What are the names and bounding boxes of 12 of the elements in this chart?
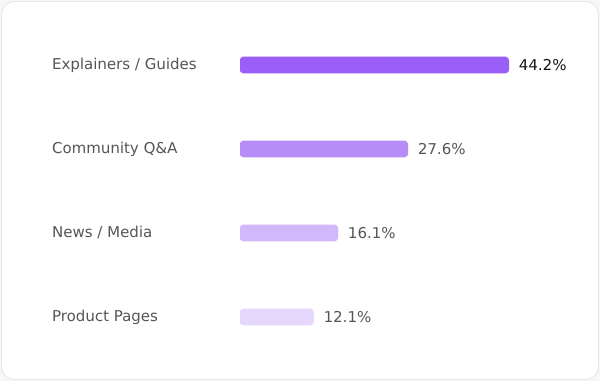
data-label: 44.2% <box>518 56 566 74</box>
bar <box>240 308 314 326</box>
data-label: 27.6% <box>418 140 466 158</box>
bar <box>240 224 338 242</box>
data-label: 16.1% <box>348 224 396 242</box>
y-tick-label: Community Q&A <box>52 138 178 157</box>
y-tick-label: Explainers / Guides <box>52 54 197 73</box>
bar <box>240 140 408 158</box>
y-tick-label: News / Media <box>52 222 152 241</box>
y-tick-label: Product Pages <box>52 306 158 325</box>
data-label: 12.1% <box>324 308 372 326</box>
bar <box>240 56 510 74</box>
